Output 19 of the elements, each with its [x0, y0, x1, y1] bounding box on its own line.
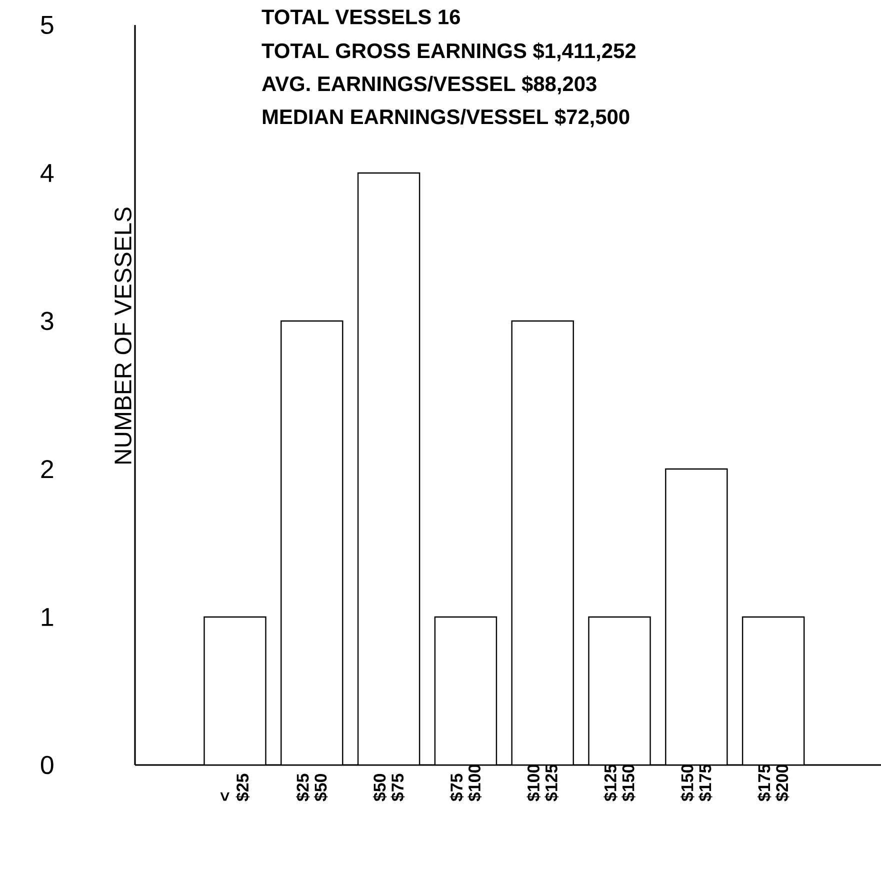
y-tick-label: 5 [40, 16, 54, 34]
text: TOTAL VESSELS 16 [262, 10, 460, 24]
x-tick-label: $150 $175 [680, 764, 712, 802]
y-tick-label: 1 [42, 608, 54, 626]
y-tick-label: 2 [41, 460, 54, 478]
y-axis-title: NUMBER OF VESSELS [114, 208, 132, 464]
annotation: AVG. EARNINGS/VESSEL $88,203 [262, 76, 596, 94]
x-tick-label: $75 $100 [450, 764, 482, 802]
y-tick-label: 0 [40, 756, 54, 774]
y-tick-label: 4 [40, 164, 54, 182]
x-tick-label: $100 $125 [526, 764, 558, 802]
x-tick-label: $50 $75 [372, 774, 405, 802]
annotation: TOTAL GROSS EARNINGS $1,411,252 [262, 42, 636, 62]
x-tick-label: $25 $50 [296, 774, 328, 802]
x-tick-label: $125 $150 [604, 764, 636, 802]
annotation: MEDIAN EARNINGS/VESSEL $72,500 [262, 108, 630, 128]
x-tick-label: $175 $200 [757, 764, 790, 802]
x-tick-label: < $25 [220, 774, 250, 802]
y-tick-label: 3 [40, 312, 54, 330]
